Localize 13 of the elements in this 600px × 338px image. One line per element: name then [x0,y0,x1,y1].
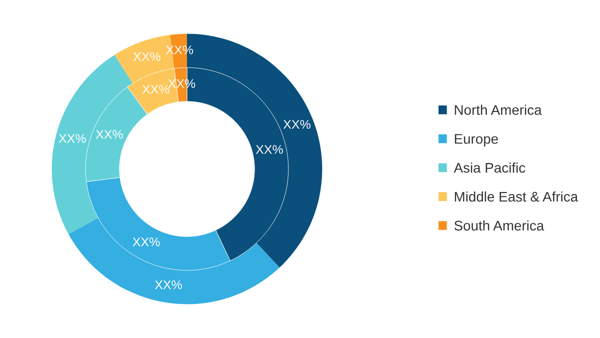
data-label: XX% [132,238,160,246]
legend-label: Asia Pacific [454,162,526,173]
legend-label: Middle East & Africa [454,191,578,202]
legend-label: North America [454,104,542,115]
data-label: XX% [133,52,160,61]
data-label: XX% [142,84,170,94]
data-label: XX% [96,130,123,139]
legend-label: South America [454,220,544,231]
legend-label: Europe [454,134,498,147]
data-label: XX% [283,120,310,129]
data-label: XX% [154,280,182,290]
data-label: XX% [256,145,283,154]
data-label: XX% [58,134,86,143]
